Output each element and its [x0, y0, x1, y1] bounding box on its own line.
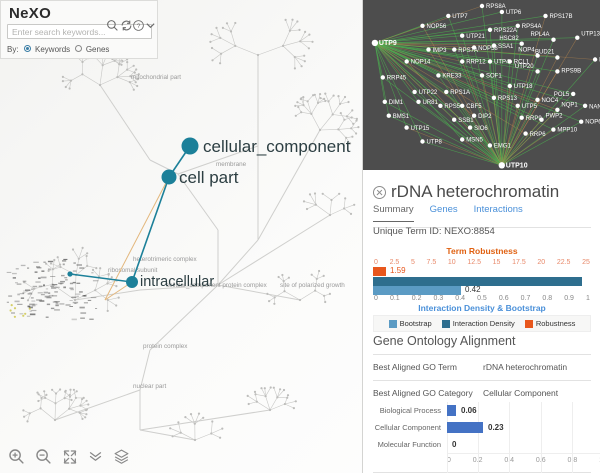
- svg-text:RPL4A: RPL4A: [530, 32, 549, 38]
- svg-text:SOF1: SOF1: [486, 74, 502, 80]
- svg-text:CBF5: CBF5: [466, 104, 482, 110]
- svg-text:RRP45: RRP45: [387, 76, 407, 82]
- svg-text:UTP10: UTP10: [506, 163, 528, 170]
- svg-text:DIM1: DIM1: [389, 100, 404, 106]
- svg-text:RPS22A: RPS22A: [494, 28, 517, 34]
- svg-text:BUD21: BUD21: [535, 50, 555, 56]
- svg-text:RPS8A: RPS8A: [486, 4, 506, 10]
- svg-text:UR81: UR81: [423, 100, 439, 106]
- svg-text:MPP10: MPP10: [557, 128, 577, 134]
- svg-text:DIP2: DIP2: [478, 114, 492, 120]
- svg-text:NOP14: NOP14: [411, 60, 431, 66]
- svg-text:SIO6: SIO6: [474, 126, 488, 132]
- svg-text:UTP15: UTP15: [411, 126, 430, 132]
- svg-text:KRE33: KRE33: [442, 74, 462, 80]
- svg-text:NOP58: NOP58: [478, 46, 498, 52]
- svg-text:RPS7A: RPS7A: [458, 48, 478, 54]
- svg-text:UTP13: UTP13: [581, 32, 600, 38]
- svg-text:SSB1: SSB1: [458, 118, 474, 124]
- svg-text:RPS4A: RPS4A: [522, 24, 542, 30]
- svg-text:NOP4: NOP4: [518, 48, 535, 54]
- svg-text:MSN5: MSN5: [466, 138, 483, 144]
- svg-text:RPS13: RPS13: [498, 96, 518, 102]
- svg-text:RPS1A: RPS1A: [450, 90, 470, 96]
- svg-text:UTP4: UTP4: [494, 60, 510, 66]
- svg-text:HSC82: HSC82: [499, 36, 519, 42]
- svg-text:UTP5: UTP5: [522, 104, 538, 110]
- svg-text:NOP56: NOP56: [427, 24, 447, 30]
- svg-text:UTP20: UTP20: [515, 64, 534, 70]
- svg-text:RPS17B: RPS17B: [550, 14, 573, 20]
- svg-text:NOC4: NOC4: [542, 98, 559, 104]
- svg-text:UTP8: UTP8: [427, 140, 443, 146]
- svg-text:RPS5: RPS5: [444, 104, 460, 110]
- svg-text:PWP2: PWP2: [546, 114, 564, 120]
- svg-text:IMP3: IMP3: [433, 48, 448, 54]
- svg-text:UTP21: UTP21: [466, 34, 485, 40]
- svg-text:SSA1: SSA1: [498, 44, 514, 50]
- svg-text:UTP9: UTP9: [379, 40, 397, 47]
- svg-text:UTP6: UTP6: [506, 10, 522, 16]
- svg-text:RRP6: RRP6: [530, 132, 547, 138]
- svg-text:NAN1: NAN1: [589, 104, 600, 110]
- svg-text:RPS9B: RPS9B: [561, 68, 581, 74]
- svg-text:UTP18: UTP18: [514, 84, 533, 90]
- svg-text:NQP1: NQP1: [561, 102, 578, 108]
- svg-text:RRP9: RRP9: [526, 116, 543, 122]
- svg-text:UTP7: UTP7: [452, 14, 468, 20]
- svg-text:BMS1: BMS1: [393, 114, 410, 120]
- svg-text:UTP22: UTP22: [419, 90, 438, 96]
- svg-text:NOP6: NOP6: [585, 120, 600, 126]
- svg-text:EMG1: EMG1: [494, 144, 512, 150]
- svg-text:RRP12: RRP12: [466, 60, 486, 66]
